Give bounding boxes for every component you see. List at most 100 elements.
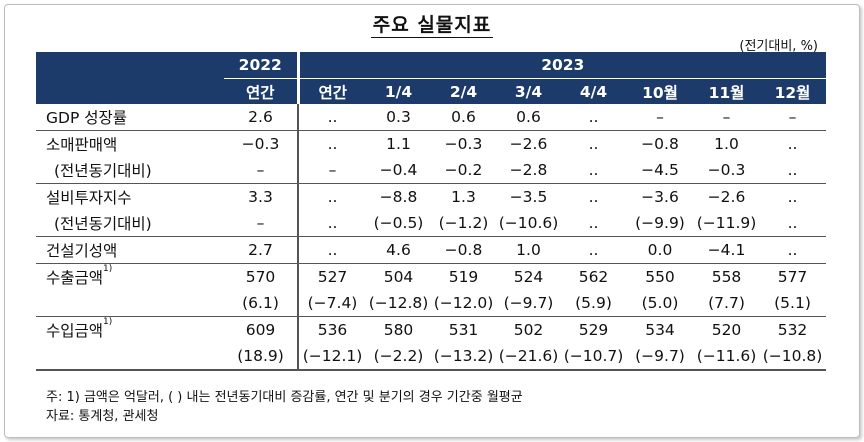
- value-cell: 534: [645, 321, 675, 339]
- table-row: 수출금액1) 570 527 504 519 524 562 550 558 577: [36, 263, 826, 290]
- value-cell: (−11.6): [694, 343, 759, 371]
- value-cell: (−10.7): [561, 343, 626, 371]
- value-cell: −4.1: [694, 236, 759, 264]
- row-label: 소매판매액: [46, 136, 118, 154]
- value-cell: –: [694, 104, 759, 131]
- row-label: GDP 성장률: [36, 104, 224, 131]
- row-label: [36, 290, 224, 317]
- indicator-table: 2022 2023 연간 연간 1/4 2/4 3/4 4/4 10월 11월 …: [36, 52, 827, 371]
- header-year-2022: 2022: [224, 52, 300, 79]
- row-label: 수출금액1): [46, 264, 113, 287]
- row-label: 건설기성액: [36, 236, 224, 264]
- value-cell: 1.3: [451, 188, 476, 206]
- value-cell: ..: [561, 236, 626, 264]
- value-cell: −8.8: [379, 188, 418, 206]
- value-cell: (−9.9): [626, 210, 694, 237]
- value-cell: (−21.6): [496, 343, 561, 371]
- value-cell: –: [759, 104, 827, 131]
- value-cell: 4.6: [366, 236, 431, 264]
- value-cell: ..: [787, 135, 798, 153]
- value-cell: 536: [317, 321, 348, 339]
- value-cell: −0.8: [431, 236, 496, 264]
- value-cell: (18.9): [224, 343, 299, 371]
- footnote: 주: 1) 금액은 억달러, ( ) 내는 전년동기대비 증감률, 연간 및 분…: [46, 390, 523, 405]
- value-cell: ..: [588, 188, 599, 206]
- row-label: 수입금액1): [46, 317, 113, 340]
- value-cell: 2.7: [224, 236, 299, 264]
- value-cell: −4.5: [626, 157, 694, 184]
- value-cell: 1.0: [714, 135, 739, 153]
- value-cell: (5.9): [561, 290, 626, 317]
- value-cell: (−1.2): [431, 210, 496, 237]
- value-cell: 550: [645, 268, 675, 286]
- header-period-row: 연간 연간 1/4 2/4 3/4 4/4 10월 11월 12월: [36, 78, 827, 104]
- value-cell: −2.8: [496, 157, 561, 184]
- value-cell: 1.1: [386, 135, 411, 153]
- value-cell: (5.0): [626, 290, 694, 317]
- header-blank: [36, 52, 224, 104]
- value-cell: ..: [327, 188, 338, 206]
- value-cell: ..: [298, 104, 366, 131]
- header-col: 2/4: [431, 78, 496, 104]
- value-cell: −2.6: [707, 188, 746, 206]
- table-row: (18.9) (−12.1) (−2.2) (−13.2) (−21.6) (−10.7)…: [36, 343, 827, 371]
- value-cell: 580: [383, 321, 414, 339]
- value-cell: ..: [298, 236, 366, 264]
- value-cell: 520: [711, 321, 742, 339]
- value-cell: 0.6: [431, 104, 496, 131]
- value-cell: 531: [448, 321, 479, 339]
- value-cell: 502: [513, 321, 544, 339]
- header-year-2023: 2023: [298, 52, 827, 79]
- value-cell: 562: [578, 268, 609, 286]
- value-cell: (−7.4): [298, 290, 366, 317]
- value-cell: −0.3: [224, 130, 299, 157]
- value-cell: (−13.2): [431, 343, 496, 371]
- header-year-row: 2022 2023: [36, 52, 827, 104]
- header-col: 4/4: [561, 78, 626, 104]
- table-row: 소매판매액 −0.3.. 1.1 −0.3 −2.6.. −0.8 1.0..: [36, 130, 826, 157]
- value-cell: 2.6: [224, 104, 299, 131]
- value-cell: (−9.7): [496, 290, 561, 317]
- header-col: 연간: [298, 78, 366, 104]
- value-cell: (−9.7): [626, 343, 694, 371]
- value-cell: (−11.9): [694, 210, 759, 237]
- value-cell: –: [298, 157, 366, 184]
- row-label: (전년동기대비): [36, 157, 224, 184]
- value-cell: (−10.8): [759, 343, 827, 371]
- value-cell: ..: [561, 157, 626, 184]
- header-col: 10월: [626, 78, 694, 104]
- value-cell: −0.2: [431, 157, 496, 184]
- value-cell: 3.3: [224, 183, 299, 210]
- value-cell: –: [224, 157, 299, 184]
- footnote-marker: 1): [103, 317, 113, 327]
- value-cell: 577: [777, 268, 808, 286]
- table-row: (전년동기대비) –.. (−0.5) (−1.2) (−10.6).. (−9.9) (−…: [36, 210, 827, 237]
- value-cell: (−12.8): [366, 290, 431, 317]
- table-row: 건설기성액 2.7.. 4.6 −0.8 1.0.. 0.0 −4.1..: [36, 236, 827, 264]
- value-cell: (5.1): [759, 290, 827, 317]
- unit-label: (전기대비, %): [739, 39, 818, 54]
- value-cell: −0.3: [444, 135, 483, 153]
- table-title: 주요 실물지표: [370, 14, 494, 38]
- row-label: (전년동기대비): [36, 210, 224, 237]
- value-cell: ..: [561, 210, 626, 237]
- value-cell: −3.5: [509, 188, 548, 206]
- header-col: 11월: [694, 78, 759, 104]
- value-cell: 0.3: [366, 104, 431, 131]
- row-label: 설비투자지수: [46, 189, 132, 207]
- value-cell: −3.6: [641, 188, 679, 206]
- value-cell: (−10.6): [496, 210, 561, 237]
- header-col: 3/4: [496, 78, 561, 104]
- row-label: [36, 343, 224, 371]
- table-row: GDP 성장률 2.6.. 0.3 0.6 0.6.. – – –: [36, 104, 827, 131]
- value-cell: –: [626, 104, 694, 131]
- value-cell: 532: [777, 321, 808, 339]
- header-col: 1/4: [366, 78, 431, 104]
- value-cell: ..: [561, 104, 626, 131]
- header-col: 연간: [224, 78, 300, 104]
- table-row: (6.1) (−7.4) (−12.8) (−12.0) (−9.7) (5.9) (5.0…: [36, 290, 827, 317]
- value-cell: 1.0: [496, 236, 561, 264]
- value-cell: (6.1): [224, 290, 299, 317]
- value-cell: ..: [759, 210, 827, 237]
- value-cell: (−2.2): [366, 343, 431, 371]
